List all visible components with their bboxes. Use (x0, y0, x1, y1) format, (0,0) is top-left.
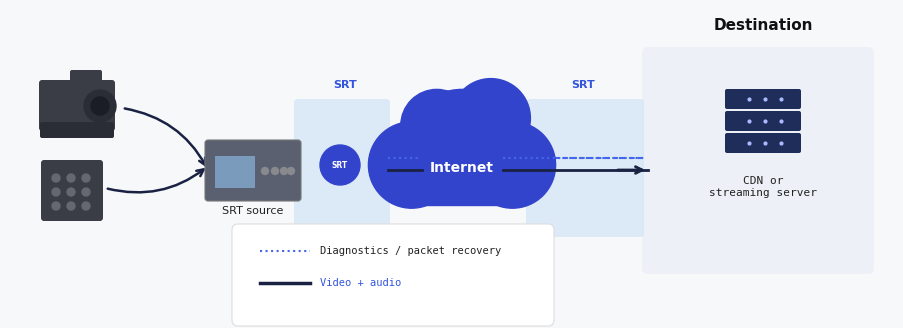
FancyBboxPatch shape (39, 80, 115, 131)
FancyBboxPatch shape (40, 122, 114, 138)
Circle shape (404, 90, 519, 205)
Text: CDN or
streaming server: CDN or streaming server (708, 176, 816, 197)
Text: SRT: SRT (333, 80, 357, 90)
Circle shape (82, 174, 90, 182)
Circle shape (469, 122, 555, 208)
Text: SRT: SRT (571, 80, 594, 90)
Circle shape (320, 145, 359, 185)
Circle shape (261, 168, 268, 174)
Circle shape (84, 90, 116, 122)
Text: Diagnostics / packet recovery: Diagnostics / packet recovery (320, 246, 500, 256)
Circle shape (368, 122, 454, 208)
FancyBboxPatch shape (526, 99, 643, 237)
FancyBboxPatch shape (724, 111, 800, 131)
FancyBboxPatch shape (641, 47, 873, 274)
FancyBboxPatch shape (293, 99, 389, 237)
Text: Internet: Internet (430, 161, 493, 175)
FancyBboxPatch shape (215, 156, 255, 188)
Circle shape (52, 188, 60, 196)
Bar (404, 147, 519, 205)
Circle shape (67, 188, 75, 196)
Circle shape (271, 168, 278, 174)
Circle shape (400, 90, 472, 161)
Circle shape (91, 97, 109, 115)
FancyBboxPatch shape (232, 224, 554, 326)
Text: SRT: SRT (331, 160, 348, 170)
Circle shape (52, 202, 60, 210)
FancyBboxPatch shape (70, 70, 102, 90)
Circle shape (280, 168, 287, 174)
Circle shape (67, 174, 75, 182)
Circle shape (52, 174, 60, 182)
Text: Destination: Destination (712, 18, 812, 33)
FancyBboxPatch shape (205, 140, 301, 201)
Text: SRT source: SRT source (222, 206, 284, 216)
Circle shape (82, 202, 90, 210)
Circle shape (67, 202, 75, 210)
Text: Video + audio: Video + audio (320, 278, 401, 288)
Circle shape (451, 79, 530, 158)
Circle shape (82, 188, 90, 196)
Circle shape (287, 168, 294, 174)
FancyBboxPatch shape (41, 160, 103, 221)
FancyBboxPatch shape (724, 133, 800, 153)
FancyBboxPatch shape (724, 89, 800, 109)
